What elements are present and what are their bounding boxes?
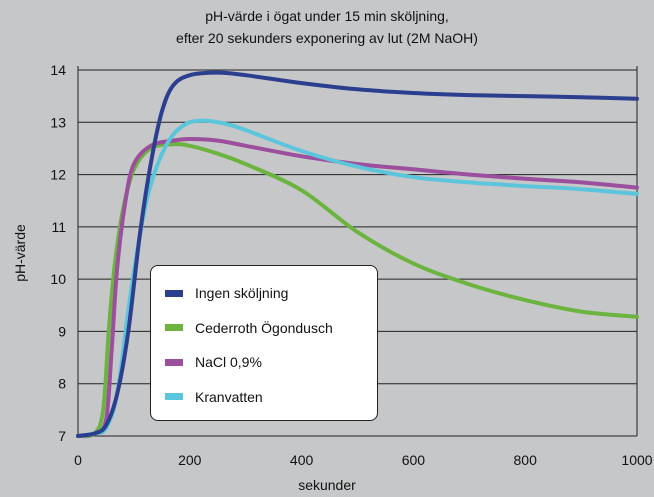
- legend-item: Kranvatten: [165, 380, 377, 415]
- legend-label: Kranvatten: [195, 388, 263, 405]
- x-tick-label: 0: [74, 452, 82, 468]
- legend-label: Ingen sköljning: [195, 285, 289, 302]
- x-tick-label: 200: [178, 452, 202, 468]
- y-axis-label: pH-värde: [12, 224, 28, 282]
- legend-item: NaCl 0,9%: [165, 345, 377, 380]
- legend-item: Ingen sköljning: [165, 276, 377, 311]
- y-tick-label: 11: [51, 219, 66, 235]
- legend: Ingen sköljning Cederroth Ögondusch NaCl…: [150, 265, 378, 421]
- y-tick-label: 12: [50, 167, 66, 183]
- legend-label: Cederroth Ögondusch: [195, 319, 333, 336]
- series-line: [76, 70, 639, 438]
- x-tick-label: 400: [290, 452, 314, 468]
- legend-item: Cederroth Ögondusch: [165, 311, 377, 346]
- tick-labels: 7 8 9 10 11 12 13 14 0 200 400 600 800 1000: [50, 62, 652, 468]
- x-tick-label: 1000: [621, 452, 652, 468]
- y-tick-label: 10: [50, 271, 66, 287]
- y-tick-label: 9: [58, 323, 66, 339]
- y-tick-label: 7: [58, 428, 66, 444]
- y-tick-label: 8: [58, 376, 66, 392]
- y-tick-label: 13: [50, 114, 66, 130]
- x-tick-label: 600: [402, 452, 426, 468]
- legend-swatch: [165, 393, 183, 401]
- x-axis-label: sekunder: [298, 477, 356, 493]
- series-line: [76, 142, 639, 439]
- legend-swatch: [165, 324, 183, 332]
- series-line: [76, 137, 639, 438]
- x-tick-label: 800: [514, 452, 538, 468]
- chart-title: pH-värde i ögat under 15 min sköljning,: [205, 8, 449, 24]
- legend-swatch: [165, 358, 183, 366]
- legend-label: NaCl 0,9%: [195, 354, 262, 371]
- y-tick-label: 14: [50, 62, 66, 78]
- chart-subtitle: efter 20 sekunders exponering av lut (2M…: [176, 30, 478, 46]
- legend-swatch: [165, 289, 183, 297]
- series-lines: [76, 70, 639, 439]
